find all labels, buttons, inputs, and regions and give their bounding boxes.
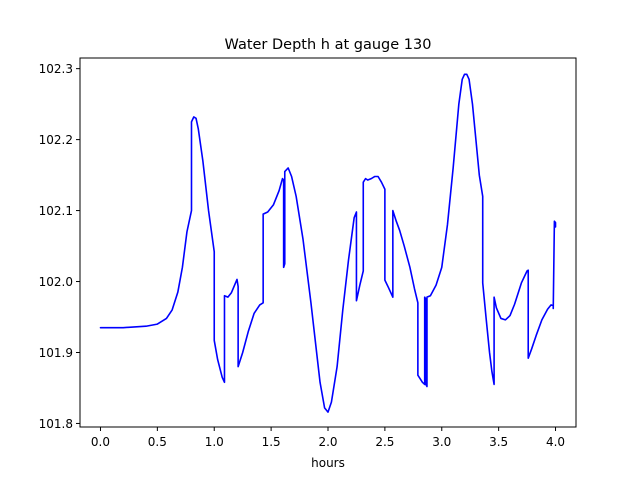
y-axis: 101.8 101.9 102.0 102.1 102.2 102.3 bbox=[39, 62, 80, 431]
x-axis: 0.0 0.5 1.0 1.5 2.0 2.5 3.0 3.5 4.0 bbox=[91, 427, 565, 449]
x-axis-label: hours bbox=[311, 456, 345, 470]
series-line-0 bbox=[99, 73, 557, 413]
series-layer bbox=[99, 73, 557, 413]
x-tick-label: 4.0 bbox=[546, 435, 565, 449]
x-tick-label: 1.5 bbox=[262, 435, 281, 449]
y-tick-label: 102.1 bbox=[39, 204, 73, 218]
x-tick-label: 3.0 bbox=[432, 435, 451, 449]
x-tick-label: 1.0 bbox=[205, 435, 224, 449]
y-tick-label: 102.2 bbox=[39, 133, 73, 147]
y-tick-label: 101.8 bbox=[39, 417, 73, 431]
x-tick-label: 0.0 bbox=[91, 435, 110, 449]
x-tick-label: 0.5 bbox=[148, 435, 167, 449]
x-tick-label: 2.0 bbox=[318, 435, 337, 449]
chart-title: Water Depth h at gauge 130 bbox=[225, 37, 432, 53]
x-tick-label: 3.5 bbox=[489, 435, 508, 449]
y-tick-label: 102.3 bbox=[39, 62, 73, 76]
x-tick-label: 2.5 bbox=[375, 435, 394, 449]
y-tick-label: 101.9 bbox=[39, 346, 73, 360]
y-tick-label: 102.0 bbox=[39, 275, 73, 289]
